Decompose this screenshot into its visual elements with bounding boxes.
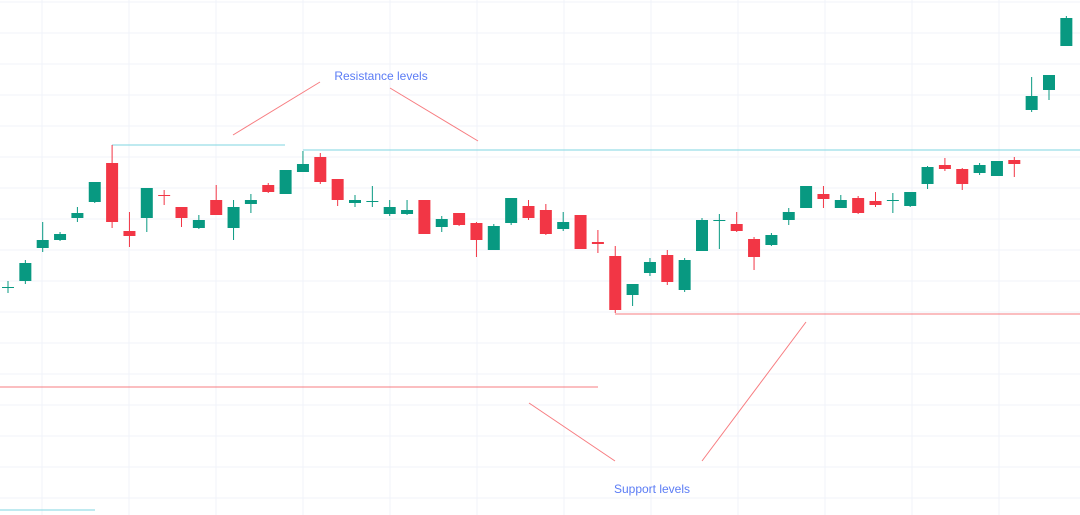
candle-body bbox=[279, 170, 292, 194]
candle-body bbox=[175, 207, 188, 218]
candle-body bbox=[418, 200, 431, 234]
candle-body bbox=[349, 200, 361, 203]
candle-body bbox=[921, 167, 934, 184]
candle-body bbox=[956, 169, 969, 184]
candle-body bbox=[990, 161, 1003, 176]
candle-body bbox=[1043, 75, 1055, 90]
candle-body bbox=[852, 198, 865, 213]
candle-body bbox=[453, 213, 466, 225]
candle-body bbox=[1025, 96, 1038, 110]
candle-body bbox=[678, 260, 691, 290]
candle-body bbox=[262, 185, 275, 192]
candle-body bbox=[192, 220, 205, 228]
candle-body bbox=[366, 201, 379, 202]
annotation: Support levels bbox=[614, 482, 690, 496]
annotation: Resistance levels bbox=[334, 69, 427, 83]
candle-body bbox=[210, 200, 223, 215]
candle-body bbox=[522, 206, 535, 218]
candle-body bbox=[904, 192, 917, 206]
candle-body bbox=[158, 195, 171, 196]
candle-body bbox=[817, 194, 830, 199]
candle-body bbox=[643, 262, 656, 273]
candle-body bbox=[938, 165, 951, 169]
candle-body bbox=[609, 256, 622, 310]
candle-body bbox=[54, 234, 67, 240]
candle-body bbox=[713, 220, 726, 221]
candle-body bbox=[834, 200, 847, 208]
candle-body bbox=[470, 223, 483, 240]
candle-body bbox=[886, 200, 899, 201]
candle-body bbox=[765, 235, 778, 245]
candle-body bbox=[800, 186, 813, 208]
candle-body bbox=[331, 179, 344, 200]
candle-body bbox=[296, 164, 309, 172]
candle-body bbox=[244, 200, 257, 204]
candle-body bbox=[973, 165, 986, 173]
candle-body bbox=[19, 263, 32, 281]
candle-body bbox=[435, 219, 448, 227]
candle-body bbox=[487, 226, 500, 250]
candle-body bbox=[505, 198, 518, 223]
pointer-line bbox=[232, 81, 321, 136]
candle-body bbox=[123, 231, 136, 236]
candle-body bbox=[730, 224, 743, 231]
candle-body bbox=[1008, 160, 1021, 164]
candle-body bbox=[2, 287, 14, 288]
candle-body bbox=[71, 213, 84, 218]
candle-body bbox=[557, 222, 570, 229]
candle-body bbox=[1060, 18, 1073, 46]
candle-body bbox=[36, 240, 49, 248]
candle-body bbox=[314, 157, 327, 182]
pointer-line bbox=[528, 402, 616, 462]
candle-body bbox=[574, 215, 587, 249]
candle-body bbox=[782, 212, 795, 220]
candle-body bbox=[661, 255, 674, 282]
candle-body bbox=[869, 201, 882, 205]
candle-body bbox=[539, 210, 552, 234]
candle-body bbox=[106, 163, 119, 222]
candle-body bbox=[696, 220, 708, 251]
candle-body bbox=[140, 188, 153, 218]
candle-body bbox=[401, 210, 414, 214]
candle-body bbox=[383, 207, 396, 214]
candle-body bbox=[227, 207, 240, 228]
candle-body bbox=[591, 242, 604, 244]
pointer-line bbox=[701, 321, 807, 462]
pointer-line bbox=[389, 87, 479, 142]
candle-body bbox=[626, 284, 639, 295]
candle-body bbox=[88, 182, 101, 202]
candle-body bbox=[748, 239, 761, 257]
